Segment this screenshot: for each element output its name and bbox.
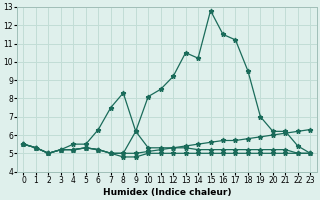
X-axis label: Humidex (Indice chaleur): Humidex (Indice chaleur)	[103, 188, 231, 197]
